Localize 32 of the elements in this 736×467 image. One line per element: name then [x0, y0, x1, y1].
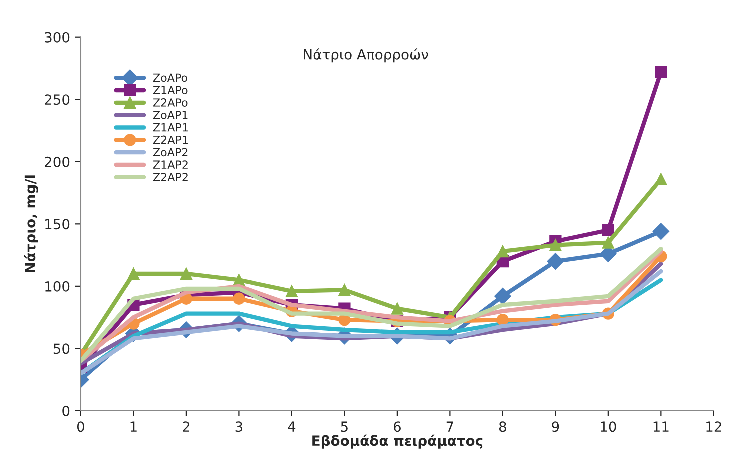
y-tick-label: 200 [45, 156, 70, 168]
x-tick-label: 8 [499, 422, 506, 432]
y-tick-label: 250 [45, 94, 70, 106]
x-tick-label: 2 [183, 422, 190, 432]
x-tick-label: 7 [446, 422, 454, 432]
text: Νάτριο Απορροών [304, 48, 428, 63]
legend-label: Z1AP2 [153, 160, 188, 169]
x-tick-label: 12 [706, 422, 722, 432]
y-tick-label: 0 [62, 406, 70, 416]
x-tick-label: 10 [601, 422, 616, 432]
legend-label: ZoAPo [153, 74, 188, 82]
x-tick-label: 3 [236, 422, 243, 432]
legend-label: Z1AP1 [153, 124, 188, 132]
legend-label: Z2APo [153, 98, 188, 107]
legend-label: Z2AP1 [153, 136, 188, 144]
y-axis-title: Νάτριο, mg/l [24, 176, 38, 273]
x-tick-label: 4 [288, 422, 296, 432]
y-tick-label: 300 [45, 32, 70, 43]
x-tick-label: 0 [77, 422, 84, 432]
y-tick-label: 100 [46, 281, 70, 292]
legend-label: Z2AP2 [153, 173, 188, 182]
x-axis-title: Εβδομάδα πειράματος [312, 434, 483, 449]
x-tick-label: 9 [552, 422, 560, 432]
legend-label: ZoAP2 [153, 148, 188, 157]
x-tick-label: 1 [130, 422, 137, 432]
legend-label: Z1APo [153, 86, 188, 95]
x-tick-label: 5 [341, 422, 348, 432]
y-tick-label: 150 [46, 219, 70, 230]
legend-label: ZoAP1 [153, 111, 188, 120]
y-tick-label: 50 [54, 344, 70, 354]
x-tick-label: 6 [394, 422, 401, 432]
x-tick-label: 11 [654, 422, 669, 432]
